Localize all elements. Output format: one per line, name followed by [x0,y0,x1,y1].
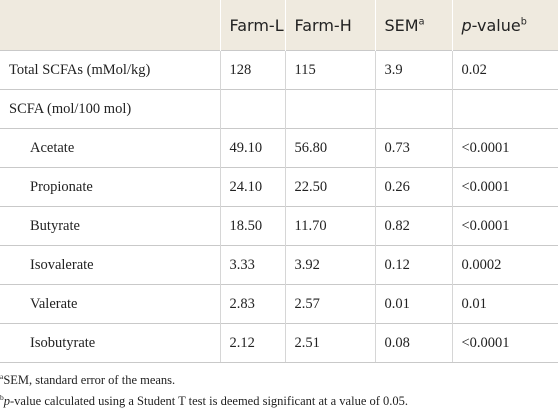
text: SEM, standard error of the means. [3,373,176,388]
table-row: Total SCFAs (mMol/kg) 128 115 3.9 0.02 [0,50,558,90]
table-cell: 0.0002 [451,245,558,285]
footnotes: aSEM, standard error of the means. bp-val… [0,368,408,410]
text: Farm-H [294,15,352,35]
footnote: aSEM, standard error of the means. [0,368,408,389]
table-cell: <0.0001 [451,206,558,246]
table-cell [219,89,285,129]
table-row: Isobutyrate 2.12 2.51 0.08 <0.0001 [0,323,558,363]
table-cell: 2.83 [219,284,285,324]
footnote: bp-value calculated using a Student T te… [0,389,408,410]
text: Farm-L [229,15,284,35]
row-label: Butyrate [0,206,220,246]
table-cell: 0.82 [374,206,452,246]
italic-text: p [461,15,472,35]
table-row: Acetate 49.10 56.80 0.73 <0.0001 [0,128,558,168]
table-cell: <0.0001 [451,167,558,207]
text: -value [471,15,521,35]
text: SEM [384,15,419,35]
superscript: a [418,16,425,28]
table-cell: 2.57 [284,284,375,324]
header-row: Farm-L Farm-H SEMa p-valueb [0,0,558,51]
table-cell [451,89,558,129]
table-cell: 0.26 [374,167,452,207]
superscript: a [0,372,4,381]
superscript: b [520,16,527,28]
text: -value calculated using a Student T test… [10,394,409,409]
table-cell: <0.0001 [451,323,558,363]
table-cell: 11.70 [284,206,375,246]
table-row: Propionate 24.10 22.50 0.26 <0.0001 [0,167,558,207]
table-cell: 22.50 [284,167,375,207]
row-label: Total SCFAs (mMol/kg) [0,50,220,90]
row-label: Valerate [0,284,220,324]
table-cell: 3.9 [374,50,452,90]
table-cell: 2.12 [219,323,285,363]
table-cell: <0.0001 [451,128,558,168]
superscript: b [0,393,4,403]
table-row: Butyrate 18.50 11.70 0.82 <0.0001 [0,206,558,246]
row-label: Propionate [0,167,220,207]
table-row: Valerate 2.83 2.57 0.01 0.01 [0,284,558,324]
table-cell: 3.33 [219,245,285,285]
header-cell [0,0,220,51]
row-label: SCFA (mol/100 mol) [0,89,220,129]
table-body: Total SCFAs (mMol/kg) 128 115 3.9 0.02 SCFA (… [0,50,558,363]
table-cell [374,89,452,129]
table-cell: 2.51 [284,323,375,363]
table-cell: 115 [284,50,375,90]
table-cell [284,89,375,129]
table-cell: 0.73 [374,128,452,168]
table-cell: 0.01 [451,284,558,324]
table-cell: 0.01 [374,284,452,324]
table-cell: 24.10 [219,167,285,207]
table-cell: 0.12 [374,245,452,285]
header-cell: p-valueb [451,0,558,51]
italic-text: p [3,394,10,409]
table-cell: 0.08 [374,323,452,363]
table-row: SCFA (mol/100 mol) [0,89,558,129]
header-cell: SEMa [374,0,452,51]
header-cell: Farm-H [284,0,375,51]
row-label: Isobutyrate [0,323,220,363]
table-cell: 128 [219,50,285,90]
table-row: Isovalerate 3.33 3.92 0.12 0.0002 [0,245,558,285]
row-label: Acetate [0,128,220,168]
table-cell: 3.92 [284,245,375,285]
table-cell: 49.10 [219,128,285,168]
table-cell: 18.50 [219,206,285,246]
table-cell: 0.02 [451,50,558,90]
header-cell: Farm-L [219,0,285,51]
row-label: Isovalerate [0,245,220,285]
data-table: Farm-L Farm-H SEMa p-valueb Total SCFAs (mM… [0,0,558,363]
table-cell: 56.80 [284,128,375,168]
